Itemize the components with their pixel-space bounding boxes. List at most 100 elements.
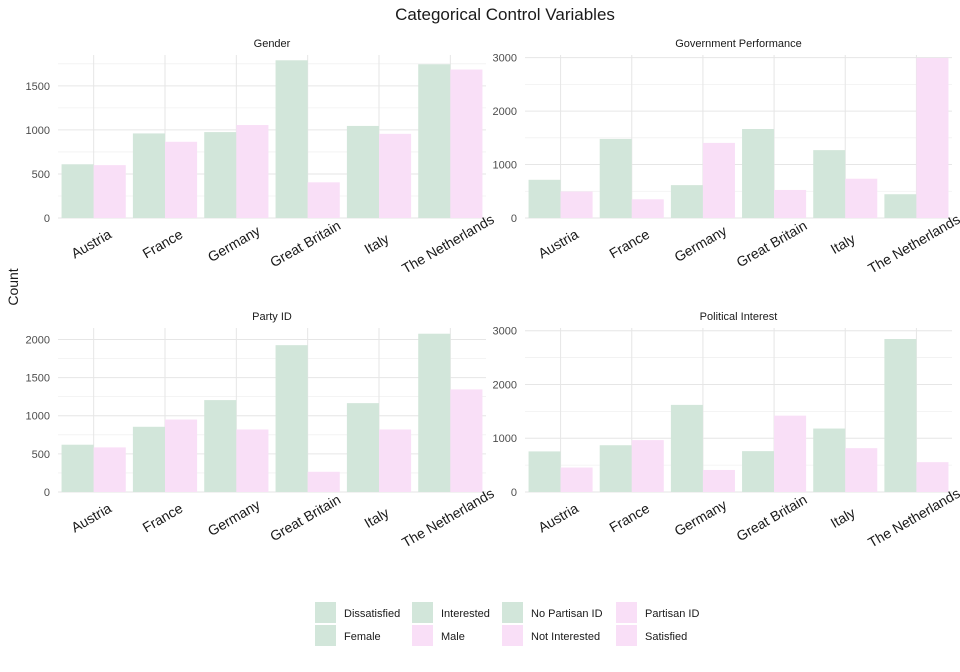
- legend-item-dissatisfied: Dissatisfied: [315, 602, 400, 623]
- bar-not-interested-germany: Not Interested – Germany: 410: [702, 469, 735, 492]
- bar-dissatisfied-france: Dissatisfied – France: 1480: [599, 138, 632, 218]
- bar-satisfied-great-britain: Satisfied – Great Britain: 525: [774, 189, 807, 218]
- y-tick-label: 3000: [493, 326, 517, 338]
- legend-label: Satisfied: [645, 631, 687, 643]
- legend-swatch: [502, 625, 523, 646]
- legend-item-partisan-id: Partisan ID: [616, 602, 699, 623]
- bar-interested-france: Interested – France: 870: [599, 445, 632, 492]
- x-tick-label: Great Britain: [267, 491, 343, 544]
- figure-title: Categorical Control Variables: [395, 5, 615, 24]
- bar-partisan-id-great-britain: Partisan ID – Great Britain: 265: [307, 471, 340, 492]
- bar-no-partisan-id-austria: No Partisan ID – Austria: 620: [61, 444, 94, 492]
- legend-label: Dissatisfied: [344, 608, 400, 620]
- bar-male-france: Male – France: 865: [165, 141, 198, 218]
- legend-item-no-partisan-id: No Partisan ID: [502, 602, 603, 623]
- bar-male-the-netherlands: Male – The Netherlands: 1685: [450, 69, 483, 218]
- x-tick-label: Great Britain: [267, 217, 343, 270]
- bar-not-interested-austria: Not Interested – Austria: 455: [560, 467, 593, 492]
- y-tick-label: 0: [44, 213, 50, 225]
- x-tick-label: France: [140, 226, 186, 262]
- bar-female-austria: Female – Austria: 610: [61, 164, 94, 218]
- x-tick-label: Austria: [535, 226, 581, 262]
- bar-dissatisfied-italy: Dissatisfied – Italy: 1270: [813, 150, 846, 218]
- bar-partisan-id-italy: Partisan ID – Italy: 820: [379, 429, 412, 492]
- bar-satisfied-the-netherlands: Satisfied – The Netherlands: 2995: [916, 57, 949, 218]
- x-tick-label: The Netherlands: [865, 211, 960, 277]
- x-tick-label: Great Britain: [734, 217, 810, 270]
- bar-dissatisfied-great-britain: Dissatisfied – Great Britain: 1665: [742, 129, 775, 218]
- x-tick-label: Germany: [205, 222, 263, 265]
- bar-dissatisfied-austria: Dissatisfied – Austria: 715: [528, 179, 561, 218]
- legend-item-female: Female: [315, 625, 381, 646]
- bar-male-austria: Male – Austria: 600: [93, 165, 126, 218]
- bar-partisan-id-germany: Partisan ID – Germany: 820: [236, 429, 269, 492]
- bar-interested-italy: Interested – Italy: 1180: [813, 428, 846, 492]
- bar-no-partisan-id-germany: No Partisan ID – Germany: 1205: [204, 400, 237, 492]
- legend-swatch: [315, 625, 336, 646]
- bar-dissatisfied-the-netherlands: Dissatisfied – The Netherlands: 445: [884, 194, 917, 218]
- panel-title: Political Interest: [700, 311, 778, 323]
- bar-dissatisfied-germany: Dissatisfied – Germany: 615: [670, 185, 703, 218]
- x-tick-label: Germany: [671, 222, 729, 265]
- x-tick-label: France: [140, 500, 186, 536]
- y-tick-label: 1500: [26, 81, 50, 93]
- y-tick-label: 1000: [493, 433, 517, 445]
- bar-no-partisan-id-the-netherlands: No Partisan ID – The Netherlands: 2075: [418, 333, 451, 492]
- bar-partisan-id-france: Partisan ID – France: 950: [165, 419, 198, 492]
- bar-male-germany: Male – Germany: 1055: [236, 125, 269, 218]
- bar-male-italy: Male – Italy: 955: [379, 133, 412, 218]
- legend-item-satisfied: Satisfied: [616, 625, 687, 646]
- y-tick-label: 500: [32, 449, 50, 461]
- chart-panels: Gender 0 500 1000 1500 Female – Austria: 610 F…: [26, 38, 960, 550]
- x-tick-label: Italy: [361, 504, 391, 531]
- x-tick-label: Austria: [535, 500, 581, 536]
- legend: Dissatisfied Female Interested Male No Parti…: [315, 602, 699, 646]
- bar-no-partisan-id-great-britain: No Partisan ID – Great Britain: 1925: [275, 345, 308, 492]
- panel-title: Government Performance: [675, 38, 802, 50]
- x-tick-label: The Netherlands: [865, 485, 960, 551]
- legend-swatch: [616, 602, 637, 623]
- x-tick-label: Italy: [828, 504, 858, 531]
- legend-item-interested: Interested: [412, 602, 490, 623]
- y-tick-label: 0: [511, 213, 517, 225]
- x-tick-label: Great Britain: [734, 491, 810, 544]
- y-tick-label: 1500: [26, 373, 50, 385]
- legend-swatch: [412, 625, 433, 646]
- legend-item-not-interested: Not Interested: [502, 625, 600, 646]
- y-tick-label: 500: [32, 169, 50, 181]
- x-tick-label: Germany: [671, 496, 729, 539]
- legend-label: Interested: [441, 608, 490, 620]
- y-tick-label: 2000: [26, 334, 50, 346]
- panel-title: Gender: [254, 38, 291, 50]
- panel-government-performance: Government Performance 0 1000 2000 3000 Dissa…: [493, 38, 960, 276]
- bar-female-germany: Female – Germany: 975: [204, 132, 237, 218]
- y-tick-label: 0: [511, 487, 517, 499]
- bar-not-interested-france: Not Interested – France: 965: [631, 440, 664, 492]
- bar-not-interested-the-netherlands: Not Interested – The Netherlands: 555: [916, 462, 949, 492]
- y-tick-label: 0: [44, 487, 50, 499]
- x-tick-label: Italy: [828, 230, 858, 257]
- legend-swatch: [616, 625, 637, 646]
- panel-political-interest: Political Interest 0 1000 2000 3000 Intereste…: [493, 311, 960, 550]
- bar-satisfied-italy: Satisfied – Italy: 735: [845, 178, 878, 218]
- panel-title: Party ID: [252, 311, 292, 323]
- bar-male-great-britain: Male – Great Britain: 405: [307, 182, 340, 218]
- x-tick-label: Austria: [68, 500, 114, 536]
- bar-satisfied-austria: Satisfied – Austria: 495: [560, 191, 593, 218]
- legend-swatch: [315, 602, 336, 623]
- legend-label: Partisan ID: [645, 608, 699, 620]
- y-tick-label: 1000: [26, 411, 50, 423]
- legend-swatch: [502, 602, 523, 623]
- bar-partisan-id-the-netherlands: Partisan ID – The Netherlands: 1345: [450, 389, 483, 492]
- bar-female-france: Female – France: 960: [132, 133, 165, 218]
- bar-interested-germany: Interested – Germany: 1620: [670, 404, 703, 492]
- bar-female-great-britain: Female – Great Britain: 1790: [275, 60, 308, 219]
- legend-item-male: Male: [412, 625, 465, 646]
- bar-no-partisan-id-italy: No Partisan ID – Italy: 1165: [346, 403, 379, 492]
- legend-label: No Partisan ID: [531, 608, 603, 620]
- bar-interested-austria: Interested – Austria: 755: [528, 451, 561, 492]
- x-tick-label: The Netherlands: [399, 211, 497, 277]
- bar-female-italy: Female – Italy: 1045: [346, 125, 379, 218]
- y-axis-label: Count: [5, 268, 21, 305]
